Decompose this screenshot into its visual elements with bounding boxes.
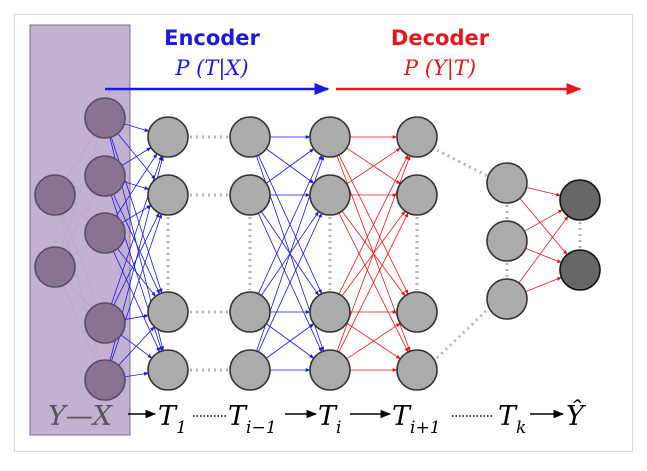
node-tip1-1 bbox=[396, 174, 438, 216]
encoder-formula: P (T|X) bbox=[174, 56, 248, 81]
decoder-connection-b-1-0 bbox=[524, 209, 563, 232]
node-l1-2 bbox=[84, 212, 126, 254]
node-ti1-0 bbox=[229, 116, 271, 158]
encoder-connection-a-1-0 bbox=[121, 147, 152, 166]
decoder-connection-b-1-1 bbox=[525, 248, 562, 263]
input-label: Y—X bbox=[48, 401, 114, 432]
node-t1-3 bbox=[147, 349, 189, 391]
label-ti-1-main: T bbox=[228, 401, 248, 432]
label-tk: Tk bbox=[498, 401, 526, 438]
label-ti: Ti bbox=[318, 401, 341, 438]
encoder-connection-a-0-0 bbox=[124, 123, 150, 132]
decoder-connection-b-0-0 bbox=[526, 187, 561, 197]
node-tk-0 bbox=[486, 162, 528, 204]
node-tip1-3 bbox=[396, 349, 438, 391]
decoder-connection-b-2-1 bbox=[525, 277, 562, 292]
node-ti1-2 bbox=[229, 291, 271, 333]
encoder-connection-a-4-2 bbox=[118, 326, 155, 366]
dotted-converge-top bbox=[436, 148, 488, 178]
encoder-connection-a-1-2 bbox=[113, 193, 160, 295]
node-out-1 bbox=[559, 249, 601, 291]
encoder-connection-a-3-2 bbox=[124, 314, 149, 320]
node-tk-2 bbox=[486, 278, 528, 320]
node-ti-3 bbox=[309, 349, 351, 391]
decoder-connection-a-2-0 bbox=[338, 154, 409, 295]
label-t1-main: T bbox=[158, 401, 178, 432]
node-input-0 bbox=[34, 174, 76, 216]
label-ti-main: T bbox=[318, 401, 338, 432]
node-tip1-0 bbox=[396, 116, 438, 158]
encoder-connection-b-1-0 bbox=[265, 148, 315, 184]
decoder-connection-b-2-0 bbox=[518, 215, 569, 284]
encoder-connection-a-2-3 bbox=[112, 251, 161, 353]
encoder-connection-a-2-0 bbox=[115, 153, 158, 217]
encoder-connection-b-2-0 bbox=[257, 154, 323, 294]
node-ti-0 bbox=[309, 116, 351, 158]
decoder-connection-a-1-0 bbox=[346, 147, 401, 185]
node-l1-3 bbox=[84, 302, 126, 344]
decoder-connection-a-3-2 bbox=[346, 322, 401, 360]
label-ti-1: Ti−1 bbox=[228, 401, 277, 438]
label-ti+1-sub: i+1 bbox=[410, 418, 441, 438]
nodes bbox=[34, 97, 601, 401]
output-label: Ŷ bbox=[566, 399, 586, 432]
label-ti+1: Ti+1 bbox=[392, 401, 441, 438]
label-t1: T1 bbox=[158, 401, 187, 438]
dotted-links bbox=[53, 135, 582, 372]
node-ti-1 bbox=[309, 174, 351, 216]
encoder-title: Encoder bbox=[164, 26, 260, 50]
node-ti1-3 bbox=[229, 349, 271, 391]
dotted-converge-bottom bbox=[435, 308, 489, 360]
node-tip1-2 bbox=[396, 291, 438, 333]
node-out-0 bbox=[559, 179, 601, 221]
node-l1-0 bbox=[84, 97, 126, 139]
input-connection-1-4 bbox=[62, 285, 98, 362]
label-t1-sub: 1 bbox=[176, 418, 187, 438]
node-t1-1 bbox=[147, 174, 189, 216]
decoder-formula: P (Y|T) bbox=[403, 56, 476, 81]
encoder-connection-b-3-2 bbox=[265, 323, 315, 359]
label-ti+1-main: T bbox=[392, 401, 412, 432]
node-t1-0 bbox=[147, 116, 189, 158]
input-connection-1-3 bbox=[68, 281, 92, 309]
encoder-connection-b-3-1 bbox=[257, 212, 323, 352]
encoder-connection-a-2-2 bbox=[117, 248, 156, 297]
label-tk-main: T bbox=[498, 401, 518, 432]
label-ti-sub: i bbox=[336, 418, 341, 438]
node-input-1 bbox=[34, 246, 76, 288]
encoder-connection-a-2-1 bbox=[121, 204, 152, 224]
input-connection-0-0 bbox=[65, 134, 95, 179]
encoder-connection-a-4-3 bbox=[124, 371, 149, 378]
decoder-connection-a-3-1 bbox=[338, 212, 409, 353]
node-ti-2 bbox=[309, 291, 351, 333]
node-ti1-1 bbox=[229, 174, 271, 216]
node-l1-4 bbox=[84, 359, 126, 401]
decoder-connection-b-0-1 bbox=[519, 198, 568, 256]
input-connection-1-1 bbox=[64, 193, 96, 250]
decoder-title: Decoder bbox=[391, 26, 490, 50]
node-tk-1 bbox=[486, 220, 528, 262]
node-t1-2 bbox=[147, 291, 189, 333]
input-connection-1-2 bbox=[71, 243, 89, 257]
input-connection-0-1 bbox=[73, 182, 87, 189]
input-connection-1-0 bbox=[60, 136, 100, 249]
label-ti-1-sub: i−1 bbox=[246, 418, 277, 438]
node-l1-1 bbox=[84, 155, 126, 197]
label-tk-sub: k bbox=[516, 418, 526, 438]
